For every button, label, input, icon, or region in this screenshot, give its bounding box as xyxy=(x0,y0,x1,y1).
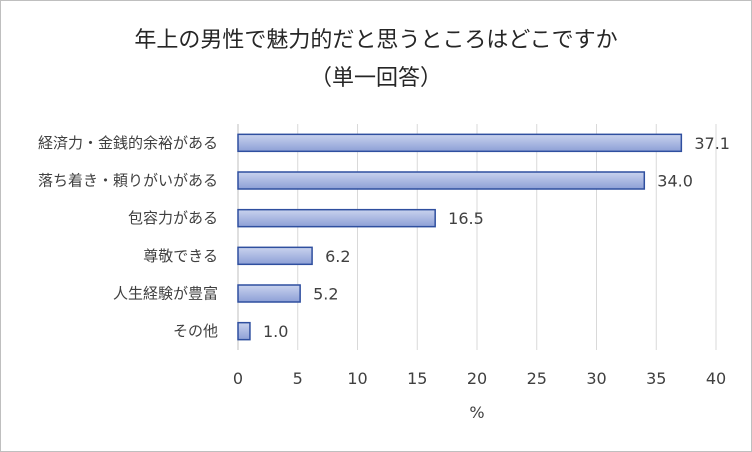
bar xyxy=(237,284,301,303)
x-tick-label: 5 xyxy=(293,369,303,388)
bars xyxy=(237,133,683,341)
bar xyxy=(237,171,646,190)
x-tick-label: 15 xyxy=(407,369,427,388)
x-tick-label: 35 xyxy=(646,369,666,388)
category-label: 経済力・金銭的余裕がある xyxy=(38,134,218,152)
bar xyxy=(237,208,436,228)
data-label: 37.1 xyxy=(694,134,730,153)
data-label: 34.0 xyxy=(657,172,693,191)
bar xyxy=(237,133,683,153)
x-tick-label: 10 xyxy=(347,369,367,388)
labels: 0 5 10 15 20 25 30 35 40 経済力・金銭的余裕がある 37.1 落ち着き・頼りが… xyxy=(38,134,730,422)
category-label: 尊敬できる xyxy=(143,247,218,265)
bar xyxy=(237,321,251,341)
x-tick-label: 20 xyxy=(467,369,487,388)
x-tick-label: 25 xyxy=(527,369,547,388)
category-label: その他 xyxy=(173,322,218,340)
x-axis-title: % xyxy=(469,403,484,422)
data-label: 16.5 xyxy=(448,209,484,228)
x-tick-label: 40 xyxy=(706,369,726,388)
data-label: 5.2 xyxy=(313,285,338,304)
chart-title: 年上の男性で魅力的だと思うところはどこですか xyxy=(134,28,618,53)
data-label: 6.2 xyxy=(325,247,350,266)
x-tick-label: 0 xyxy=(233,369,243,388)
chart-subtitle: （単一回答） xyxy=(309,66,442,91)
category-label: 包容力がある xyxy=(128,209,218,227)
x-tick-label: 30 xyxy=(586,369,606,388)
bar xyxy=(237,246,313,266)
data-label: 1.0 xyxy=(263,322,288,341)
category-label: 落ち着き・頼りがいがある xyxy=(38,172,218,190)
grid-lines xyxy=(237,124,717,350)
category-label: 人生経験が豊富 xyxy=(113,285,218,303)
